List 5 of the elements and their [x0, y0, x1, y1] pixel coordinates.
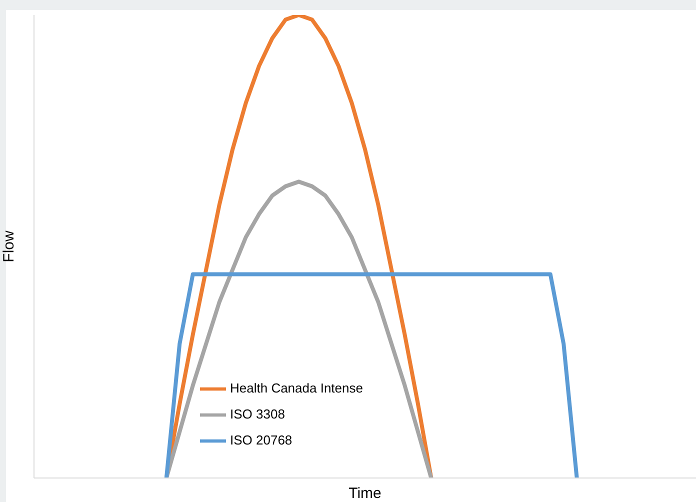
y-axis-title: Flow [0, 230, 18, 262]
x-axis-title: Time [348, 485, 382, 502]
legend-label: Health Canada Intense [230, 380, 363, 396]
legend-label: ISO 20768 [230, 432, 292, 448]
legend-label: ISO 3308 [230, 406, 285, 422]
